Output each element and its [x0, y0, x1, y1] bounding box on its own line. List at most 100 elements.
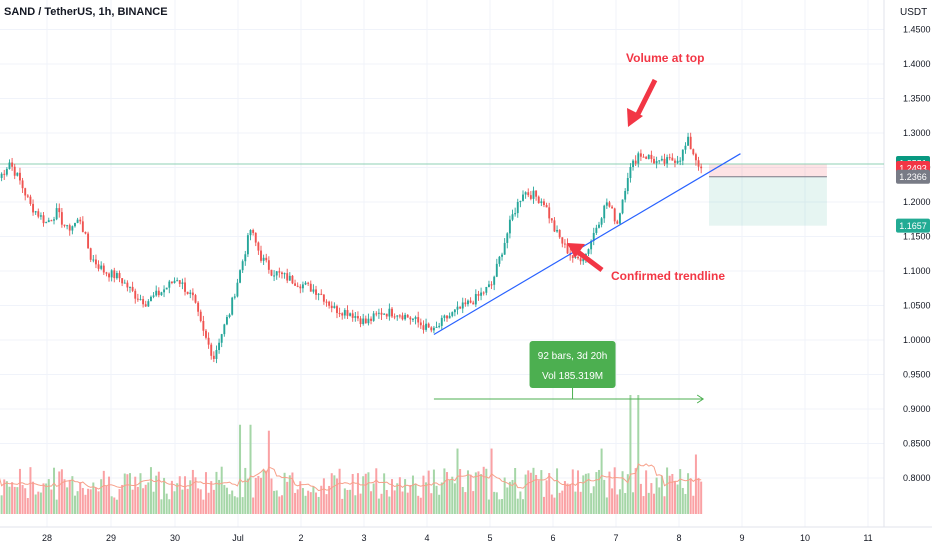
- volume-bar: [663, 496, 666, 514]
- candle-body: [367, 318, 370, 324]
- candle-body: [406, 314, 409, 318]
- price-tick-label: 0.9000: [903, 404, 931, 414]
- volume-bar: [385, 489, 388, 514]
- volume-bar: [220, 466, 223, 514]
- time-tick-label: 4: [424, 533, 429, 543]
- volume-bar: [608, 471, 611, 514]
- volume-bar: [60, 469, 63, 514]
- volume-bar: [508, 481, 511, 514]
- candle-body: [422, 325, 425, 330]
- volume-bar: [144, 484, 147, 514]
- candle-body: [383, 313, 386, 315]
- candle-body: [658, 160, 661, 162]
- volume-bar: [139, 473, 142, 514]
- volume-bar: [210, 481, 213, 514]
- candle-body: [561, 237, 564, 244]
- volume-bar: [375, 468, 378, 514]
- candle-body: [498, 256, 501, 264]
- time-tick-label: 5: [487, 533, 492, 543]
- candle-body: [244, 254, 247, 262]
- price-tick-label: 0.8000: [903, 473, 931, 483]
- candle-body: [249, 230, 252, 236]
- time-axis[interactable]: 28 29 30 Jul 2 3 4 5 6 7 8 9 10 11: [42, 533, 873, 543]
- price-axis[interactable]: 1.45001.40001.35001.30001.25001.20001.15…: [903, 25, 931, 484]
- candle-body: [582, 258, 585, 262]
- volume-bar: [671, 473, 674, 514]
- volume-bar: [260, 477, 262, 514]
- volume-bar: [634, 468, 637, 514]
- volume-bar: [592, 486, 595, 514]
- candle-body: [178, 280, 181, 284]
- volume-bar: [571, 469, 574, 514]
- volume-bar: [16, 487, 19, 514]
- volume-bar: [87, 488, 90, 514]
- volume-bar: [68, 479, 71, 514]
- candle-body: [186, 291, 189, 294]
- volume-bar: [642, 496, 645, 514]
- volume-bar: [333, 475, 336, 514]
- candle-body: [359, 318, 362, 325]
- volume-bar: [689, 478, 692, 514]
- candle-body: [317, 293, 320, 295]
- range-measure-tool[interactable]: 92 bars, 3d 20h Vol 185.319M: [433, 341, 705, 404]
- volume-bar: [199, 489, 202, 514]
- volume-bar: [53, 467, 56, 514]
- candle-body: [254, 232, 257, 243]
- candle-body: [262, 257, 265, 261]
- volume-bar: [239, 424, 242, 514]
- volume-bar: [694, 454, 697, 514]
- volume-bar: [561, 490, 564, 514]
- price-badge: [896, 218, 930, 233]
- candle-body: [152, 295, 155, 297]
- volume-bar: [307, 490, 310, 514]
- volume-bar: [181, 489, 184, 514]
- candle-body: [467, 300, 469, 305]
- volume-bar: [341, 498, 344, 514]
- volume-bar: [157, 471, 160, 514]
- volume-bar: [673, 481, 676, 514]
- volume-bar: [24, 488, 27, 514]
- volume-bar: [34, 494, 37, 514]
- candle-body: [556, 229, 559, 232]
- volume-bar: [231, 490, 234, 514]
- annotation-arrow-top-shaft: [633, 78, 658, 120]
- candle-body: [29, 196, 32, 204]
- volume-bar: [349, 489, 352, 514]
- volume-bar: [532, 467, 535, 514]
- candle-body: [537, 196, 540, 204]
- volume-bar: [254, 477, 257, 514]
- volume-bar: [516, 498, 519, 514]
- volume-bar: [626, 474, 629, 514]
- candle-body: [144, 304, 147, 307]
- candle-body: [79, 219, 82, 222]
- volume-bar: [401, 491, 404, 514]
- candle-body: [443, 315, 446, 318]
- short-position-tool[interactable]: [709, 163, 827, 226]
- candle-body: [184, 282, 186, 292]
- volume-bar: [288, 475, 291, 514]
- candle-body: [291, 275, 294, 284]
- candle-body: [142, 299, 145, 305]
- candle-body: [354, 316, 357, 318]
- volume-bar: [89, 489, 92, 514]
- candle-body: [351, 313, 354, 318]
- candle-body: [453, 309, 456, 313]
- candle-body: [53, 219, 55, 221]
- candle-body: [503, 242, 506, 255]
- volume-bar: [681, 487, 684, 514]
- volume-bar: [411, 475, 414, 514]
- candle-body: [396, 315, 399, 317]
- trendline[interactable]: [433, 153, 741, 335]
- candle-body: [666, 157, 669, 164]
- volume-bar: [569, 484, 572, 514]
- volume-bar: [590, 493, 593, 514]
- volume-bar: [611, 488, 614, 514]
- volume-bar: [39, 492, 42, 514]
- candle-body: [199, 311, 202, 321]
- volume-bar: [191, 469, 194, 514]
- candle-body: [595, 227, 598, 233]
- volume-bar: [94, 487, 97, 514]
- volume-bar: [372, 483, 375, 514]
